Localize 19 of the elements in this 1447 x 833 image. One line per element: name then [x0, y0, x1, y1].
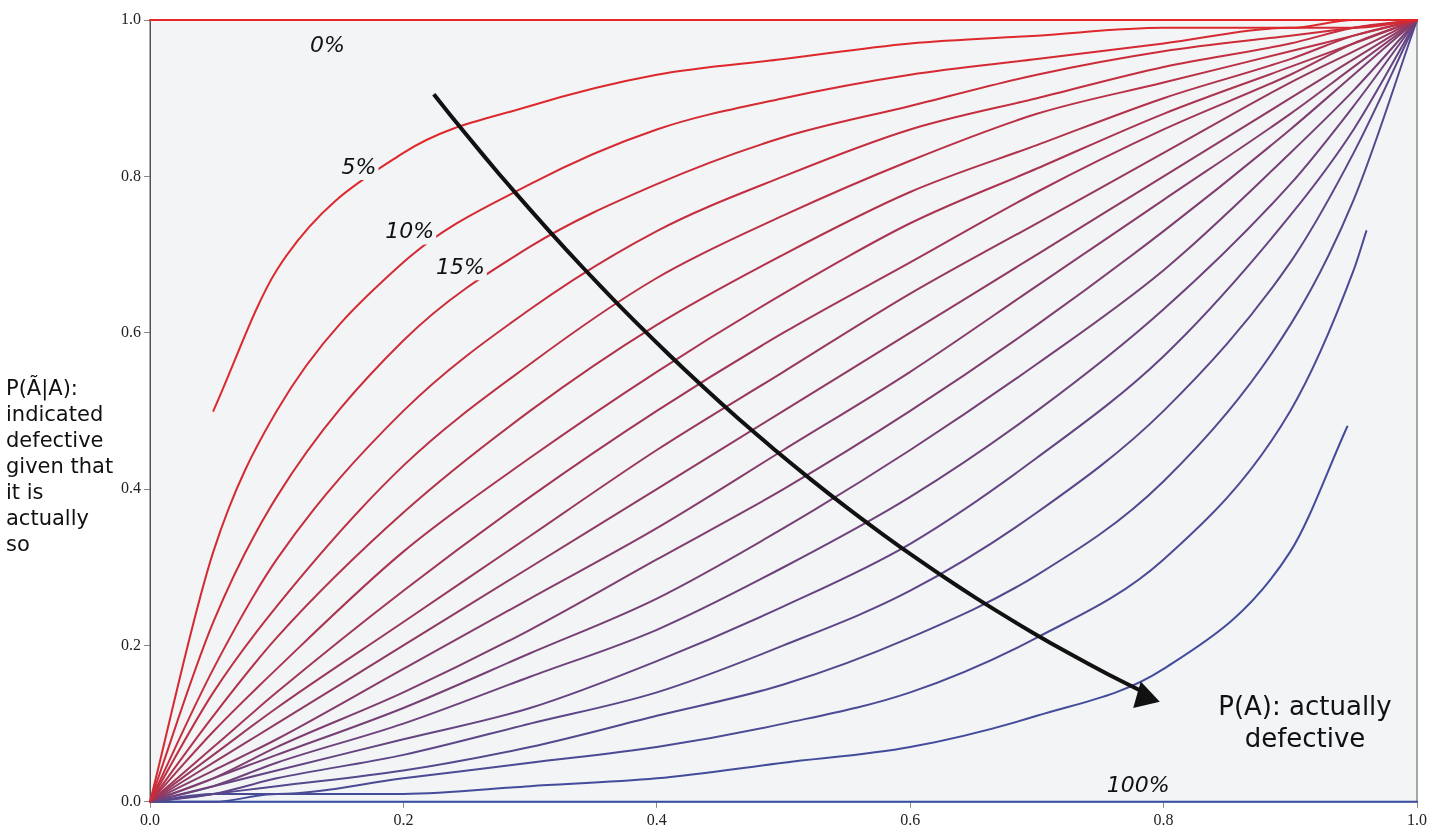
y-tick-label: 0.8: [121, 166, 141, 184]
series-label: 10%: [385, 218, 435, 244]
series-label: 0%: [309, 31, 345, 57]
y-tick-label: 0.6: [121, 322, 141, 340]
x-axis-title: P(A): actually defective: [1217, 690, 1393, 754]
x-tick-label: 0.2: [393, 810, 414, 828]
y-tick-label: 0.4: [121, 479, 141, 497]
series-label: 100%: [1106, 771, 1170, 797]
x-tick-label: 0.8: [1153, 810, 1174, 828]
x-tick-label: 1.0: [1407, 810, 1427, 828]
x-tick-label: 0.0: [140, 810, 160, 828]
y-axis-title: P(Ã|A): indicated defective given that it is actually so: [6, 375, 115, 557]
series-label: 5%: [341, 153, 377, 179]
x-tick-label: 0.6: [900, 810, 921, 828]
y-tick-label: 0.2: [121, 635, 141, 653]
y-tick-label: 1.0: [121, 10, 141, 28]
series-label: 15%: [435, 254, 485, 280]
y-tick-label: 0.0: [121, 792, 141, 809]
x-tick-label: 0.4: [646, 810, 667, 828]
